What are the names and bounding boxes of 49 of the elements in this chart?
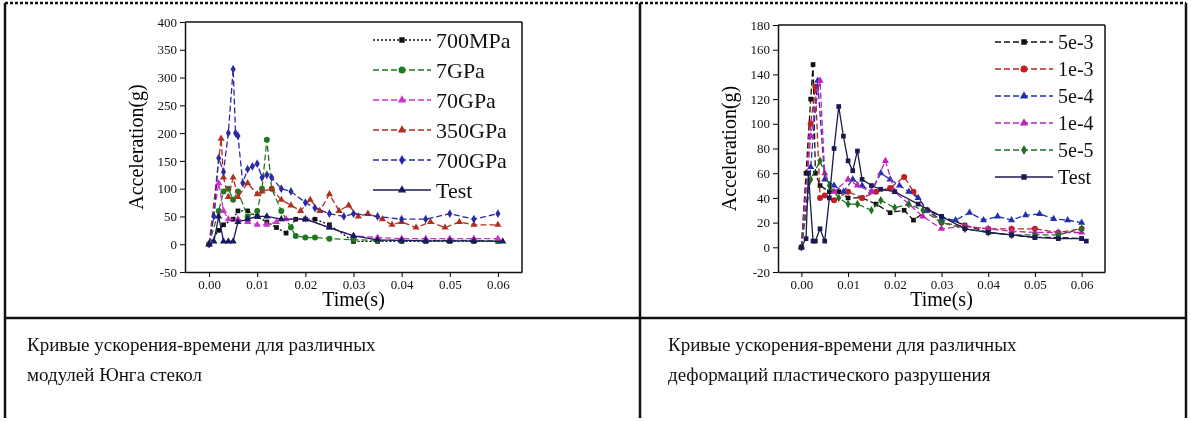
legend-label: 1e-3 [1058,58,1094,80]
y-tick-label: 400 [157,14,177,30]
legend-label: Test [1058,166,1092,188]
x-tick-label: 0.06 [1070,277,1095,293]
y-tick-label: 40 [757,190,770,206]
x-tick-label: 0.04 [390,277,415,293]
y-tick-label: 60 [757,165,770,181]
y-tick-label: 300 [157,70,177,86]
text: Кривые ускорения-времени для различных деформаций пластического разрушения [668,333,1017,387]
y-tick-label: 0 [170,236,177,252]
x-tick-label: 0.01 [837,277,860,293]
x-tick-label: 0.01 [246,277,270,293]
legend-label: 7GPa [436,57,486,83]
legend-label: 5e-5 [1058,139,1094,161]
y-tick-label: 350 [157,42,177,58]
y-tick-label: -20 [752,264,770,280]
legend-label: 70GPa [436,87,497,113]
y-axis-title: Acceleration(g) [718,85,741,212]
y-axis-title: Acceleration(g) [125,84,148,210]
y-tick-label: 100 [157,181,177,197]
y-tick-label: 100 [750,116,770,132]
legend-label: Test [436,177,473,203]
y-tick-label: 140 [750,67,770,83]
legend-label: 5e-4 [1058,85,1094,107]
x-tick-label: 0.06 [487,277,511,293]
x-tick-label: 0.00 [198,277,221,293]
x-tick-label: 0.00 [790,277,814,293]
legend-label: 700GPa [436,147,508,173]
y-tick-label: 150 [157,153,177,169]
x-tick-label: 0.02 [883,277,907,293]
text: Кривые ускорения-времени для различных модулей Юнга стекол [27,333,376,387]
x-tick-label: 0.02 [294,277,318,293]
y-tick-label: -50 [159,264,177,280]
x-tick-label: 0.05 [438,277,462,293]
legend-label: 5e-3 [1058,31,1094,53]
y-tick-label: 160 [750,42,770,58]
y-tick-label: 20 [757,215,770,231]
y-tick-label: 80 [757,141,770,157]
y-tick-label: 120 [750,91,770,107]
x-tick-label: 0.05 [1024,277,1047,293]
x-tick-label: 0.04 [977,277,1001,293]
y-tick-label: 50 [164,209,177,225]
legend-label: 700MPa [436,27,511,53]
y-tick-label: 200 [157,125,177,141]
y-tick-label: 180 [750,17,770,33]
legend-label: 1e-4 [1058,112,1094,134]
y-tick-label: 250 [157,97,177,113]
legend-label: 350GPa [436,117,508,143]
y-tick-label: 0 [763,239,770,255]
